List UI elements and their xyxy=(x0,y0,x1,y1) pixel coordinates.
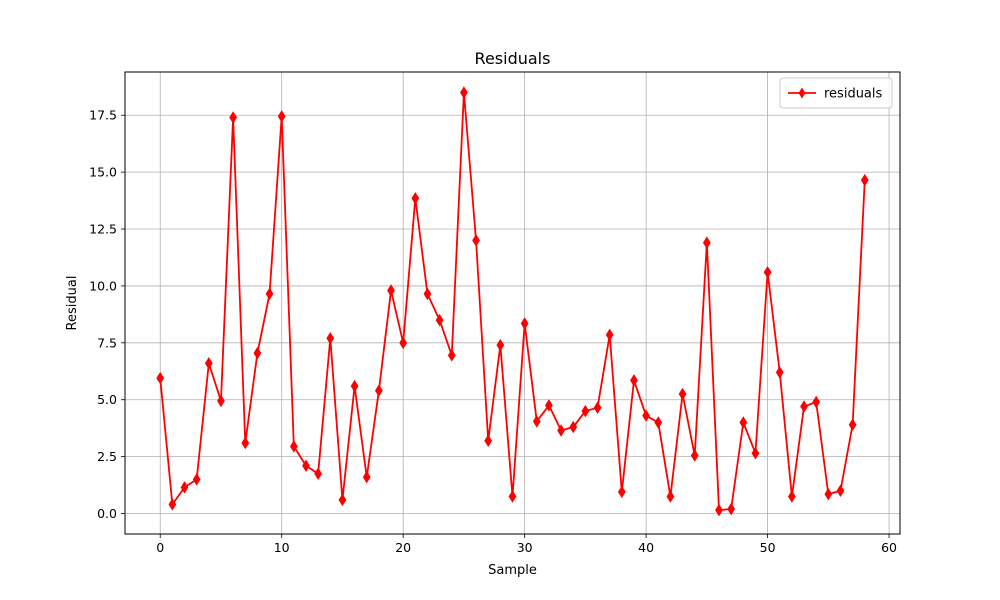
data-point-marker xyxy=(532,415,541,428)
data-point-marker xyxy=(545,399,553,412)
data-point-marker xyxy=(253,346,262,360)
data-point-marker xyxy=(788,490,796,503)
data-point-marker xyxy=(508,490,517,503)
legend-box xyxy=(779,77,893,109)
legend-diamond-marker xyxy=(798,87,806,99)
data-point-marker xyxy=(666,490,675,503)
data-point-marker xyxy=(800,400,808,413)
y-tick-label: 2.5 xyxy=(97,449,117,464)
data-point-marker xyxy=(617,485,626,499)
legend: residuals xyxy=(779,77,893,109)
data-point-marker xyxy=(860,173,869,187)
x-tick-label: 0 xyxy=(156,540,164,555)
x-tick-label: 50 xyxy=(760,540,776,555)
data-point-marker xyxy=(848,418,857,432)
data-point-marker xyxy=(569,420,578,434)
data-point-marker xyxy=(654,416,663,429)
data-point-marker xyxy=(460,86,468,99)
data-point-marker xyxy=(763,266,772,279)
data-point-marker xyxy=(751,446,760,460)
data-point-marker xyxy=(593,401,602,414)
x-tick-label: 40 xyxy=(638,540,654,555)
data-point-marker xyxy=(180,481,189,494)
data-point-marker xyxy=(496,338,505,352)
data-point-marker xyxy=(362,470,371,484)
y-tick-label: 10.0 xyxy=(89,278,117,293)
series-group xyxy=(156,86,869,517)
data-point-marker xyxy=(423,287,432,301)
x-axis-label: Sample xyxy=(488,563,537,578)
data-point-marker xyxy=(241,436,250,450)
data-point-marker xyxy=(690,449,699,462)
data-point-marker xyxy=(715,503,723,517)
data-point-marker xyxy=(642,409,651,422)
y-tick-label: 5.0 xyxy=(97,392,117,407)
x-tick-label: 10 xyxy=(274,540,290,555)
data-point-marker xyxy=(678,387,687,401)
data-point-marker xyxy=(229,111,237,124)
y-tick-label: 0.0 xyxy=(97,506,117,521)
data-point-marker xyxy=(326,332,335,345)
data-point-marker xyxy=(302,459,310,472)
y-tick-label: 7.5 xyxy=(97,335,117,350)
y-tick-label: 15.0 xyxy=(89,165,117,180)
data-point-marker xyxy=(775,366,784,379)
data-point-marker xyxy=(314,467,323,480)
data-point-marker xyxy=(411,192,420,205)
data-point-marker xyxy=(399,336,408,350)
data-point-marker xyxy=(702,236,711,249)
x-tick-label: 30 xyxy=(517,540,533,555)
data-point-marker xyxy=(435,313,444,327)
data-point-marker xyxy=(168,498,177,511)
data-point-marker xyxy=(836,484,845,498)
data-point-marker xyxy=(387,284,395,297)
data-point-marker xyxy=(824,487,833,501)
data-point-marker xyxy=(338,493,347,507)
x-tick-label: 60 xyxy=(881,540,897,555)
legend-label-residuals: residuals xyxy=(824,87,883,102)
data-point-marker xyxy=(557,424,565,437)
plot-frame xyxy=(124,71,901,535)
data-point-marker xyxy=(277,110,286,123)
chart-title: Residuals xyxy=(475,49,551,68)
data-point-marker xyxy=(605,328,614,342)
x-tick-label: 20 xyxy=(395,540,411,555)
data-point-marker xyxy=(192,473,201,486)
data-point-marker xyxy=(739,416,748,429)
y-tick-label: 12.5 xyxy=(89,222,117,237)
data-point-marker xyxy=(630,374,638,387)
data-point-marker xyxy=(447,349,456,362)
data-point-marker xyxy=(289,440,298,453)
data-point-marker xyxy=(472,234,480,247)
data-point-marker xyxy=(581,404,590,418)
data-point-marker xyxy=(217,394,225,408)
data-point-marker xyxy=(204,357,213,370)
data-point-marker xyxy=(265,287,274,301)
y-tick-label: 17.5 xyxy=(89,108,117,123)
data-point-marker xyxy=(156,371,165,385)
data-point-marker xyxy=(520,317,529,330)
data-point-marker xyxy=(812,395,821,409)
data-point-marker xyxy=(484,434,493,447)
data-point-marker xyxy=(350,379,359,393)
ticks: 0 10 20 30 40 50 60 0.0 2.5 5.0 7.5 10.0 12.5 15.0 17.… xyxy=(89,108,897,555)
data-point-marker xyxy=(727,502,736,516)
grid xyxy=(125,72,900,534)
y-axis-label: Residual xyxy=(65,276,80,331)
data-point-marker xyxy=(374,384,383,397)
